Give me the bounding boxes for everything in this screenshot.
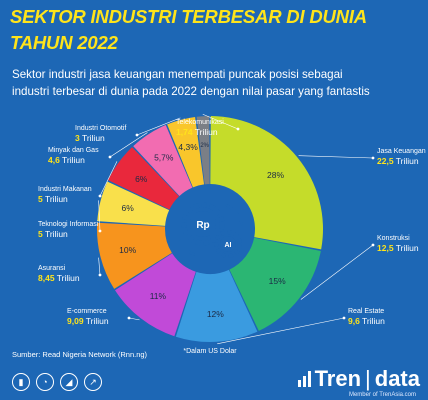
center-gears-icon: Rp AI (178, 202, 244, 258)
category-value-2: 9,6 Triliun (348, 316, 385, 326)
slice-4 (96, 222, 172, 289)
leader-lines (98, 113, 375, 345)
pct-label-5: 6% (122, 203, 135, 213)
category-name-9: Telekomunikasi (176, 119, 224, 126)
leader-line-6 (99, 161, 118, 197)
category-name-0: Jasa Keuangan (377, 148, 426, 155)
leader-line-5 (98, 200, 101, 232)
leader-dot-7 (108, 155, 112, 159)
slice-6 (108, 147, 179, 210)
category-value-4: 8,45 Triliun (38, 273, 80, 283)
title-line-1: SEKTOR INDUSTRI TERBESAR DI DUNIA (10, 6, 367, 27)
category-name-2: Real Estate (348, 308, 384, 315)
leader-dot-1 (371, 243, 375, 247)
category-name-5: Teknologi Informasi (38, 221, 99, 228)
pct-label-9: 2% (200, 143, 209, 149)
category-value-7: 4,6 Triliun (48, 155, 85, 165)
brand-left: Tren (314, 366, 362, 391)
category-name-1: Konstruksi (377, 235, 410, 242)
area-chart-icon: ◢ (60, 373, 78, 391)
brand-separator: | (365, 366, 371, 391)
trendline-icon: ↗ (84, 373, 102, 391)
category-name-3: E-commerce (67, 308, 107, 315)
leader-dot-2 (342, 316, 346, 320)
donut-slices (96, 116, 323, 342)
title-line-2: TAHUN 2022 (10, 32, 118, 53)
leader-line-0 (298, 155, 374, 159)
subtitle-line-1: Sektor industri jasa keuangan menempati … (12, 68, 343, 81)
currency-note: *Dalam US Dolar (183, 348, 237, 355)
slice-0 (210, 116, 323, 250)
leader-dot-5 (98, 229, 102, 233)
footer-icons: ▮ ◔ ◢ ↗ (12, 373, 102, 391)
pct-label-4: 10% (119, 245, 136, 255)
subtitle-line-2: industri terbesar di dunia pada 2022 den… (12, 85, 370, 98)
category-value-0: 22,5 Triliun (377, 156, 419, 166)
subtitle: Sektor industri jasa keuangan menempati … (12, 66, 422, 100)
category-value-6: 5 Triliun (38, 194, 68, 204)
category-name-4: Asuransi (38, 265, 66, 272)
pct-label-1: 15% (269, 276, 286, 286)
logo-bars-icon (297, 371, 311, 387)
slice-9 (196, 116, 210, 185)
pct-label-6: 6% (135, 174, 148, 184)
slice-5 (97, 181, 170, 226)
pie-chart-icon: ◔ (36, 373, 54, 391)
leader-dot-8 (135, 133, 139, 137)
category-name-8: Industri Otomotif (75, 125, 126, 132)
leader-line-1 (300, 244, 374, 300)
slice-3 (115, 253, 196, 337)
leader-dot-4 (98, 273, 102, 277)
slice-2 (175, 269, 258, 342)
category-value-9: 1,74 Triliun (176, 127, 218, 137)
percent-labels: 28% 15% 12% 11% 10% 6% 6% 5,7% 4,3% 2% (119, 142, 286, 319)
leader-dot-0 (371, 156, 375, 160)
slice-1 (229, 237, 321, 331)
category-name-6: Industri Makanan (38, 186, 92, 193)
leader-line-9 (202, 113, 239, 130)
svg-text:Rp: Rp (196, 220, 209, 231)
slice-7 (133, 125, 193, 196)
leader-line-2 (217, 317, 345, 345)
trendata-logo: Tren | data (297, 366, 420, 392)
leader-line-7 (109, 132, 148, 158)
bar-chart-icon: ▮ (12, 373, 30, 391)
category-value-5: 5 Triliun (38, 229, 68, 239)
pct-label-0: 28% (267, 170, 284, 180)
pct-label-7: 5,7% (154, 153, 174, 163)
leader-dot-3 (127, 316, 131, 320)
leader-dot-6 (98, 194, 102, 198)
brand-right: data (374, 366, 420, 391)
category-value-1: 12,5 Triliun (377, 243, 419, 253)
pct-label-8: 4,3% (178, 142, 198, 152)
pct-label-2: 12% (207, 309, 224, 319)
leader-line-8 (136, 117, 181, 136)
infographic-title: SEKTOR INDUSTRI TERBESAR DI DUNIA TAHUN … (10, 4, 367, 56)
category-value-3: 9,09 Triliun (67, 316, 109, 326)
source-text: Sumber: Read Nigeria Network (Rnn.ng) (12, 350, 148, 359)
member-text: Member of TrenAsia.com (348, 392, 416, 398)
category-value-8: 3 Triliun (75, 133, 105, 143)
slice-8 (167, 116, 205, 188)
pct-label-3: 11% (150, 291, 167, 301)
svg-text:AI: AI (225, 242, 232, 249)
leader-line-4 (98, 257, 101, 276)
leader-dot-9 (236, 127, 240, 131)
category-name-7: Minyak dan Gas (48, 147, 99, 154)
leader-line-3 (128, 317, 140, 321)
